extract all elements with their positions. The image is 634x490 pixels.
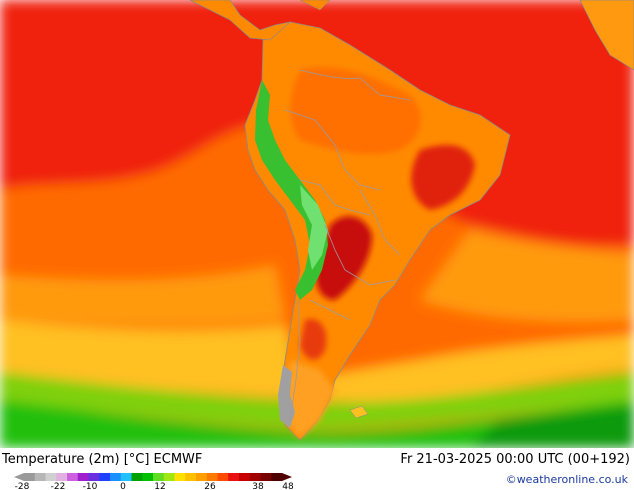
- legend-swatch: [206, 473, 218, 481]
- northern-land: [189, 0, 634, 71]
- legend-swatch: [45, 473, 57, 481]
- temperature-map: [0, 0, 634, 448]
- legend-tick-label: -28: [15, 482, 30, 490]
- legend-swatch: [185, 473, 197, 481]
- legend-arrow-left: [14, 473, 24, 481]
- legend-swatch: [34, 473, 46, 481]
- legend-tick-label: 48: [282, 482, 294, 490]
- map-footer: Temperature (2m) [°C] ECMWF Fr 21-03-202…: [0, 448, 634, 490]
- legend-swatch: [228, 473, 240, 481]
- legend-tick-labels: -28 -22 -10 0 12 26 38 48: [15, 482, 294, 490]
- country-borders: [284, 69, 411, 421]
- legend-swatch: [142, 473, 154, 481]
- legend-swatch: [174, 473, 186, 481]
- legend-tick-label: -22: [51, 482, 66, 490]
- credit-link[interactable]: ©weatheronline.co.uk: [505, 473, 628, 486]
- legend-swatch: [67, 473, 79, 481]
- legend-swatch: [260, 473, 272, 481]
- legend-arrow-right: [282, 473, 292, 481]
- legend-tick-label: -10: [83, 482, 98, 490]
- falkland-islands: [349, 405, 369, 419]
- legend-swatch: [110, 473, 122, 481]
- patagonia-ice: [278, 365, 295, 428]
- legend-swatches: [14, 473, 292, 481]
- legend-swatch: [120, 473, 132, 481]
- legend-tick-label: 38: [252, 482, 264, 490]
- legend-swatch: [271, 473, 283, 481]
- continent-south-america: [244, 21, 511, 441]
- legend-swatch: [249, 473, 261, 481]
- color-legend: -28 -22 -10 0 12 26 38 48: [14, 473, 294, 490]
- legend-swatch: [153, 473, 165, 481]
- legend-swatch: [88, 473, 100, 481]
- legend-swatch: [77, 473, 89, 481]
- map-title: Temperature (2m) [°C] ECMWF: [2, 452, 203, 467]
- legend-swatch: [239, 473, 251, 481]
- legend-swatch: [163, 473, 175, 481]
- andes-ridge: [255, 80, 328, 300]
- legend-swatch: [131, 473, 143, 481]
- legend-swatch: [217, 473, 229, 481]
- legend-swatch: [99, 473, 111, 481]
- legend-swatch: [56, 473, 68, 481]
- legend-tick-label: 26: [204, 482, 216, 490]
- legend-tick-label: 0: [120, 482, 126, 490]
- legend-tick-label: 12: [154, 482, 165, 490]
- legend-swatch: [24, 473, 36, 481]
- map-timestamp: Fr 21-03-2025 00:00 UTC (00+192): [400, 452, 630, 467]
- legend-swatch: [196, 473, 208, 481]
